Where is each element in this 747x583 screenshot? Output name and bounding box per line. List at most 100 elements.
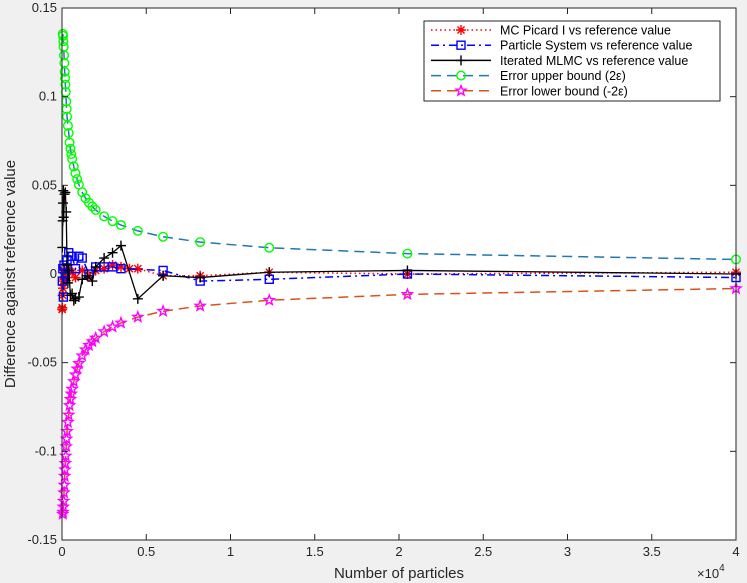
- x-tick-label: 0: [58, 544, 65, 559]
- data-point: [58, 198, 69, 209]
- data-point: [75, 348, 90, 362]
- data-point: [62, 260, 73, 271]
- data-point: [60, 79, 71, 90]
- y-tick-label: -0.15: [27, 532, 57, 547]
- data-point: [70, 168, 81, 179]
- data-point: [67, 251, 77, 261]
- data-point: [63, 265, 74, 276]
- data-point: [107, 247, 118, 258]
- data-point: [99, 253, 110, 264]
- legend-marker: [456, 70, 467, 81]
- data-point: [115, 261, 126, 272]
- data-point: [57, 477, 72, 491]
- data-point: [61, 407, 76, 421]
- x-axis-exponent-power: 4: [719, 563, 725, 574]
- data-point: [67, 153, 78, 164]
- series-2: [57, 185, 741, 306]
- data-point: [195, 237, 206, 248]
- data-point: [195, 272, 206, 283]
- y-tick-label: 0.05: [32, 177, 57, 192]
- data-point: [88, 330, 103, 344]
- series-layer: [55, 28, 743, 520]
- data-point: [402, 265, 413, 276]
- data-point: [67, 288, 78, 299]
- data-point: [70, 263, 81, 274]
- x-tick-label: 3: [564, 544, 571, 559]
- data-point: [77, 274, 88, 285]
- data-point: [115, 220, 126, 231]
- data-point: [70, 272, 81, 283]
- y-tick-label: 0: [50, 266, 57, 281]
- series-3: [57, 28, 742, 265]
- legend-label: Iterated MLMC vs reference value: [500, 54, 688, 68]
- legend-label: Error upper bound (2ε): [500, 69, 626, 83]
- data-point: [65, 290, 76, 301]
- data-point: [130, 309, 145, 323]
- x-axis-exponent: ×104: [697, 563, 725, 581]
- x-tick-label: 2: [395, 544, 402, 559]
- data-point: [158, 270, 169, 281]
- series-4: [55, 281, 743, 520]
- y-axis-label: Difference against reference value: [2, 160, 19, 388]
- data-point: [105, 319, 120, 333]
- data-point: [73, 292, 84, 303]
- legend-label: MC Picard I vs reference value: [500, 24, 671, 38]
- data-point: [58, 30, 69, 41]
- x-axis-label: Number of particles: [334, 565, 464, 582]
- series-4-line: [62, 287, 737, 515]
- data-point: [402, 248, 413, 259]
- series-3-line: [62, 33, 737, 261]
- data-point: [66, 149, 77, 160]
- y-tick-label: 0.15: [32, 0, 57, 15]
- data-point: [107, 260, 118, 271]
- data-point: [90, 204, 101, 215]
- data-point: [65, 143, 76, 154]
- data-point: [64, 137, 75, 148]
- x-tick-label: 2.5: [474, 544, 492, 559]
- data-point: [58, 36, 69, 47]
- data-point: [82, 270, 93, 281]
- data-point: [56, 493, 71, 507]
- x-tick-label: 0.5: [137, 544, 155, 559]
- legend-marker: [456, 55, 466, 66]
- data-point: [107, 216, 118, 227]
- data-point: [61, 206, 72, 217]
- data-point: [58, 292, 69, 302]
- data-point: [156, 304, 170, 318]
- data-point: [72, 174, 83, 185]
- data-point: [62, 277, 73, 288]
- data-point: [158, 231, 169, 242]
- data-point: [60, 73, 71, 84]
- data-point: [87, 276, 98, 287]
- x-tick-label: 1: [227, 544, 234, 559]
- data-point: [264, 267, 275, 278]
- data-point: [99, 263, 110, 274]
- x-tick-label: 1.5: [306, 544, 324, 559]
- legend-marker: [456, 25, 466, 35]
- legend-marker: [456, 40, 466, 50]
- data-point: [90, 261, 101, 272]
- data-point: [68, 161, 79, 172]
- data-point: [58, 212, 69, 223]
- legend-label: Particle System vs reference value: [500, 39, 692, 53]
- data-point: [116, 263, 126, 274]
- data-point: [132, 293, 143, 304]
- data-point: [262, 293, 277, 307]
- data-point: [59, 50, 70, 61]
- y-tick-label: -0.1: [35, 443, 57, 458]
- data-point: [97, 324, 111, 338]
- data-point: [193, 298, 208, 312]
- legend-marker: [454, 83, 468, 97]
- data-point: [60, 424, 74, 438]
- y-tick-label: 0.1: [39, 89, 57, 104]
- data-point: [65, 381, 79, 395]
- legend-label: Error lower bound (-2ε): [500, 84, 628, 98]
- x-tick-label: 3.5: [643, 544, 661, 559]
- data-point: [63, 128, 74, 139]
- data-point: [400, 287, 415, 301]
- data-point: [59, 66, 70, 77]
- data-point: [62, 120, 73, 131]
- data-point: [264, 242, 275, 253]
